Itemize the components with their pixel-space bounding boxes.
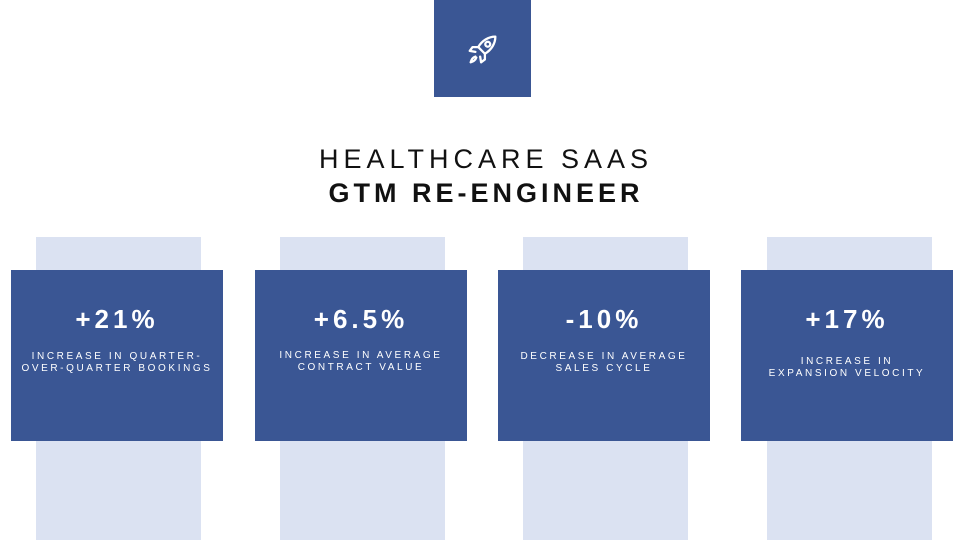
rocket-icon <box>468 35 496 63</box>
stat-value: +17% <box>805 304 889 334</box>
stat-value: -10% <box>565 304 643 334</box>
stat-card-sales-cycle: -10% DECREASE IN AVERAGE SALES CYCLE <box>498 270 710 441</box>
stat-description: INCREASE IN QUARTER- OVER-QUARTER BOOKIN… <box>21 351 213 374</box>
title-line-2: GTM RE-ENGINEER <box>328 178 644 208</box>
title-line-1: HEALTHCARE SAAS <box>318 144 654 174</box>
stat-description: INCREASE IN EXPANSION VELOCITY <box>768 356 926 379</box>
stat-card-bookings: +21% INCREASE IN QUARTER- OVER-QUARTER B… <box>11 270 223 441</box>
stat-description: INCREASE IN AVERAGE CONTRACT VALUE <box>279 350 443 373</box>
stat-value: +6.5% <box>313 304 409 334</box>
stat-card-expansion-velocity: +17% INCREASE IN EXPANSION VELOCITY <box>741 270 953 441</box>
stat-value: +21% <box>75 304 159 334</box>
stat-description: DECREASE IN AVERAGE SALES CYCLE <box>520 351 688 374</box>
stat-card-contract-value: +6.5% INCREASE IN AVERAGE CONTRACT VALUE <box>255 270 467 441</box>
rocket-icon-box <box>434 0 531 97</box>
slide-title: HEALTHCARE SAAS GTM RE-ENGINEER <box>0 142 960 210</box>
